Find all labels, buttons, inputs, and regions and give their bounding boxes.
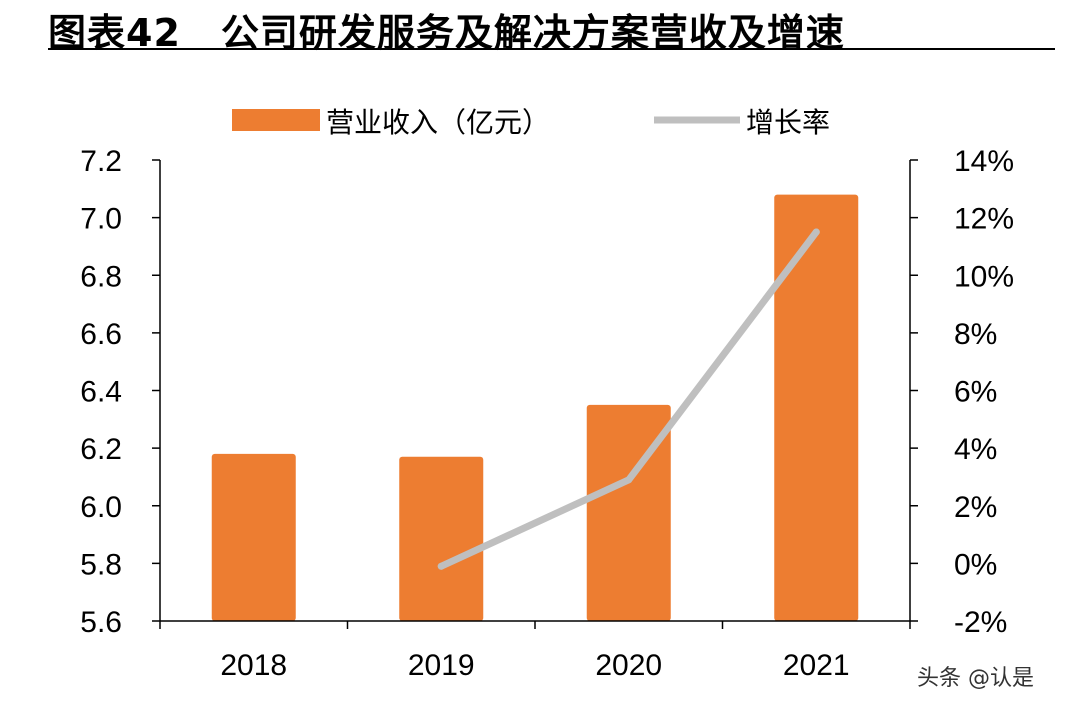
y-left-tick-label: 5.8	[80, 548, 122, 581]
y-right-tick-label: 14%	[954, 145, 1014, 178]
chart-title: 图表42 公司研发服务及解决方案营收及增速	[48, 2, 845, 57]
y-right-tick-label: 0%	[954, 548, 997, 581]
x-tick-label: 2019	[408, 649, 475, 682]
figure-label: 图表42	[48, 11, 181, 55]
growth-point-2021	[812, 228, 820, 236]
y-left-tick-label: 6.0	[80, 491, 122, 524]
y-left-tick-label: 5.6	[80, 606, 122, 639]
bar-2018	[211, 453, 296, 621]
bar-2021	[774, 194, 859, 621]
legend-bar-swatch	[232, 109, 320, 131]
legend: 营业收入（亿元） 增长率	[232, 106, 830, 139]
bar-2019	[399, 456, 484, 621]
figure-title: 公司研发服务及解决方案营收及增速	[220, 11, 845, 55]
growth-point-2019	[437, 562, 445, 570]
growth-point-2020	[625, 476, 633, 484]
title-divider	[48, 48, 1055, 50]
y-right-tick-label: -2%	[954, 606, 1007, 639]
y-left-tick-label: 7.2	[80, 145, 122, 178]
x-tick-label: 2018	[220, 649, 287, 682]
y-right-tick-label: 2%	[954, 491, 997, 524]
y-left-tick-label: 6.6	[80, 318, 122, 351]
y-right-tick-label: 10%	[954, 260, 1014, 293]
y-right-tick-label: 4%	[954, 433, 997, 466]
y-right-tick-label: 12%	[954, 203, 1014, 236]
y-left-tick-label: 6.4	[80, 376, 122, 409]
x-tick-label: 2020	[595, 649, 662, 682]
watermark-text: 头条 @认是	[917, 666, 1034, 691]
plot-area: 5.6 5.8 6.0 6.2 6.4 6.6 6.8 7.0 7.2 -2% 0% 2% 4% 6% 8%…	[80, 145, 1014, 682]
y-left-tick-label: 6.2	[80, 433, 122, 466]
y-left-tick-label: 6.8	[80, 260, 122, 293]
y-right-tick-label: 6%	[954, 376, 997, 409]
y-left-tick-label: 7.0	[80, 203, 122, 236]
legend-bar-label: 营业收入（亿元）	[326, 106, 550, 139]
legend-line-label: 增长率	[746, 106, 830, 139]
y-right-tick-label: 8%	[954, 318, 997, 351]
watermark: 头条 @认是	[917, 660, 1034, 692]
x-tick-label: 2021	[783, 649, 850, 682]
bar-2020	[586, 404, 671, 621]
